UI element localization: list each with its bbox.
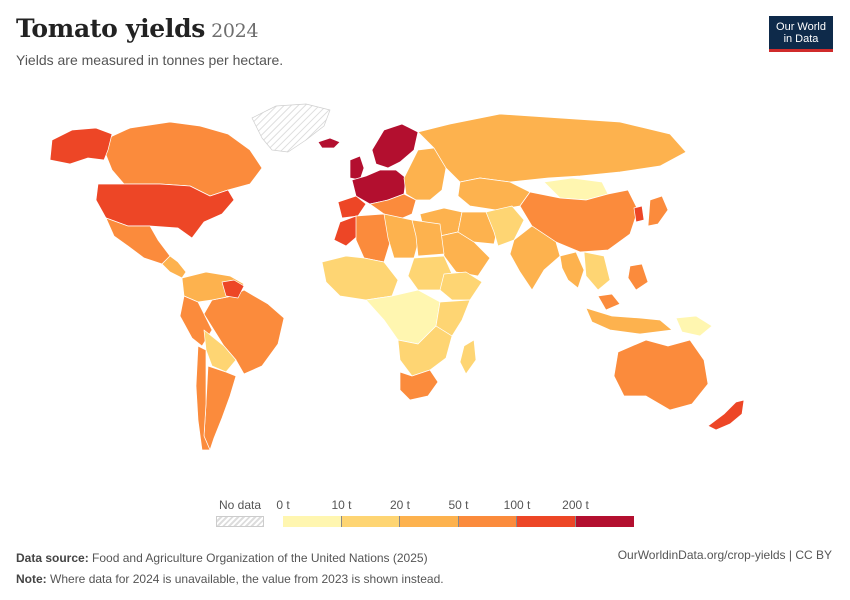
legend-arrow bbox=[626, 516, 634, 526]
note-line: Note: Where data for 2024 is unavailable… bbox=[16, 569, 444, 590]
region-india[interactable] bbox=[509, 225, 561, 291]
region-madagascar[interactable] bbox=[459, 339, 477, 375]
footer-notes: Data source: Food and Agriculture Organi… bbox=[16, 548, 444, 590]
region-canada[interactable] bbox=[103, 121, 263, 197]
region-russia[interactable] bbox=[417, 113, 687, 183]
region-west-africa[interactable] bbox=[321, 255, 399, 301]
region-southern-africa[interactable] bbox=[397, 325, 453, 377]
title-text: Tomato yields bbox=[16, 14, 206, 43]
region-brazil[interactable] bbox=[203, 289, 285, 375]
legend-swatch-1[interactable] bbox=[341, 516, 400, 527]
legend-swatch-2[interactable] bbox=[400, 516, 459, 527]
title-year: 2024 bbox=[211, 20, 259, 42]
region-new-zealand[interactable] bbox=[707, 399, 745, 431]
region-philippines[interactable] bbox=[627, 263, 649, 291]
chart-subtitle: Yields are measured in tonnes per hectar… bbox=[16, 52, 284, 68]
legend-bin-label-2: 20 t bbox=[389, 498, 411, 512]
legend-swatch-0[interactable] bbox=[283, 516, 342, 527]
logo-line-2: in Data bbox=[783, 33, 819, 45]
map-legend: No data 0 t 10 t 20 t 50 t 100 t 200 t bbox=[0, 496, 850, 536]
region-egypt[interactable] bbox=[411, 219, 445, 257]
legend-bin-label-0: 0 t bbox=[276, 498, 290, 512]
source-text: Food and Agriculture Organization of the… bbox=[92, 551, 428, 565]
chart-title: Tomato yields 2024 bbox=[16, 14, 259, 43]
region-scandinavia[interactable] bbox=[371, 123, 419, 169]
legend-swatch-3[interactable] bbox=[458, 516, 517, 527]
region-chile[interactable] bbox=[195, 345, 211, 451]
region-spain-and-portugal[interactable] bbox=[337, 195, 367, 219]
world-map bbox=[0, 80, 850, 490]
region-eastern-europe[interactable] bbox=[403, 147, 447, 201]
legend-bin-label-5: 200 t bbox=[562, 498, 589, 512]
legend-bin-label-3: 50 t bbox=[448, 498, 469, 512]
region-japan[interactable] bbox=[647, 195, 669, 227]
footer-url[interactable]: OurWorldinData.org/crop-yields | CC BY bbox=[617, 548, 832, 562]
region-argentina[interactable] bbox=[203, 365, 237, 451]
region-myanmar-and-thailand[interactable] bbox=[559, 251, 585, 289]
legend-no-data-label: No data bbox=[218, 498, 262, 512]
region-indonesia[interactable] bbox=[585, 307, 673, 335]
world-map-svg bbox=[49, 103, 745, 451]
region-australia[interactable] bbox=[613, 339, 709, 411]
legend-swatch-4[interactable] bbox=[517, 516, 576, 527]
legend-swatch-5[interactable] bbox=[575, 516, 634, 527]
source-label: Data source: bbox=[16, 551, 89, 565]
logo-line-1: Our World bbox=[776, 21, 826, 33]
region-east-africa[interactable] bbox=[435, 299, 471, 337]
region-morocco[interactable] bbox=[333, 215, 361, 247]
region-ethiopia[interactable] bbox=[439, 271, 483, 301]
region-papua-new-guinea[interactable] bbox=[675, 315, 713, 337]
region-malaysia[interactable] bbox=[597, 293, 621, 311]
legend-bin-label-4: 100 t bbox=[503, 498, 531, 512]
note-text: Where data for 2024 is unavailable, the … bbox=[50, 572, 444, 586]
region-united-kingdom[interactable] bbox=[349, 155, 365, 181]
source-line: Data source: Food and Agriculture Organi… bbox=[16, 548, 444, 569]
region-guyana[interactable] bbox=[221, 279, 245, 299]
region-greenland[interactable] bbox=[251, 103, 331, 153]
region-indochina[interactable] bbox=[583, 251, 611, 291]
legend-no-data-swatch[interactable] bbox=[216, 516, 264, 527]
legend-bin-label-1: 10 t bbox=[331, 498, 352, 512]
region-alaska[interactable] bbox=[49, 127, 113, 165]
owid-logo[interactable]: Our World in Data bbox=[769, 16, 833, 52]
region-korea[interactable] bbox=[633, 205, 645, 223]
region-iceland[interactable] bbox=[317, 137, 341, 149]
region-central-america[interactable] bbox=[161, 255, 187, 279]
note-label: Note: bbox=[16, 572, 47, 586]
region-south-africa[interactable] bbox=[399, 369, 439, 401]
region-kazakhstan[interactable] bbox=[457, 177, 531, 211]
